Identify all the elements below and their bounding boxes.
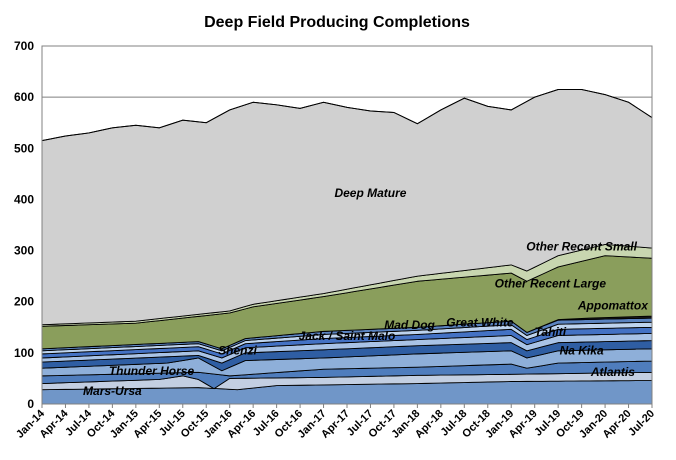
y-tick-label: 400: [14, 192, 34, 206]
y-tick-label: 300: [14, 244, 34, 258]
series-label-atlantis: Atlantis: [590, 365, 635, 379]
series-label-deep-mature: Deep Mature: [334, 186, 406, 200]
series-label-jack-saint-malo: Jack / Saint Malo: [299, 329, 396, 343]
series-label-mars-ursa: Mars-Ursa: [83, 384, 142, 398]
series-label-other-recent-large: Other Recent Large: [495, 276, 607, 290]
stacked-areas: [41, 89, 653, 405]
series-label-thunder-horse: Thunder Horse: [109, 364, 195, 378]
y-tick-label: 500: [14, 141, 34, 155]
y-axis-ticks: 0 100 200 300 400 500 600 700: [14, 39, 34, 411]
y-tick-label: 200: [14, 295, 34, 309]
series-label-tahiti: Tahiti: [535, 325, 567, 339]
y-tick-label: 100: [14, 346, 34, 360]
series-label-na-kika: Na Kika: [560, 343, 604, 357]
series-label-other-recent-small: Other Recent Small: [526, 240, 637, 254]
series-labels: Mars-Ursa Thunder Horse Atlantis Shenzi Na K…: [83, 186, 649, 398]
y-tick-label: 600: [14, 90, 34, 104]
series-label-great-white: Great White: [446, 315, 514, 329]
series-label-shenzi: Shenzi: [218, 343, 257, 357]
x-axis-ticks: Jan-14Apr-14Jul-14Oct-14Jan-15Apr-15Jul-…: [14, 404, 657, 441]
total-outline: [41, 88, 653, 142]
y-tick-label: 0: [27, 397, 34, 411]
series-label-appomattox: Appomattox: [577, 298, 649, 312]
y-tick-label: 700: [14, 39, 34, 53]
chart-title: Deep Field Producing Completions: [204, 14, 470, 31]
x-tick-label: Jul-20: [626, 408, 657, 439]
series-label-mad-dog: Mad Dog: [384, 318, 435, 332]
total-line: [41, 88, 653, 142]
